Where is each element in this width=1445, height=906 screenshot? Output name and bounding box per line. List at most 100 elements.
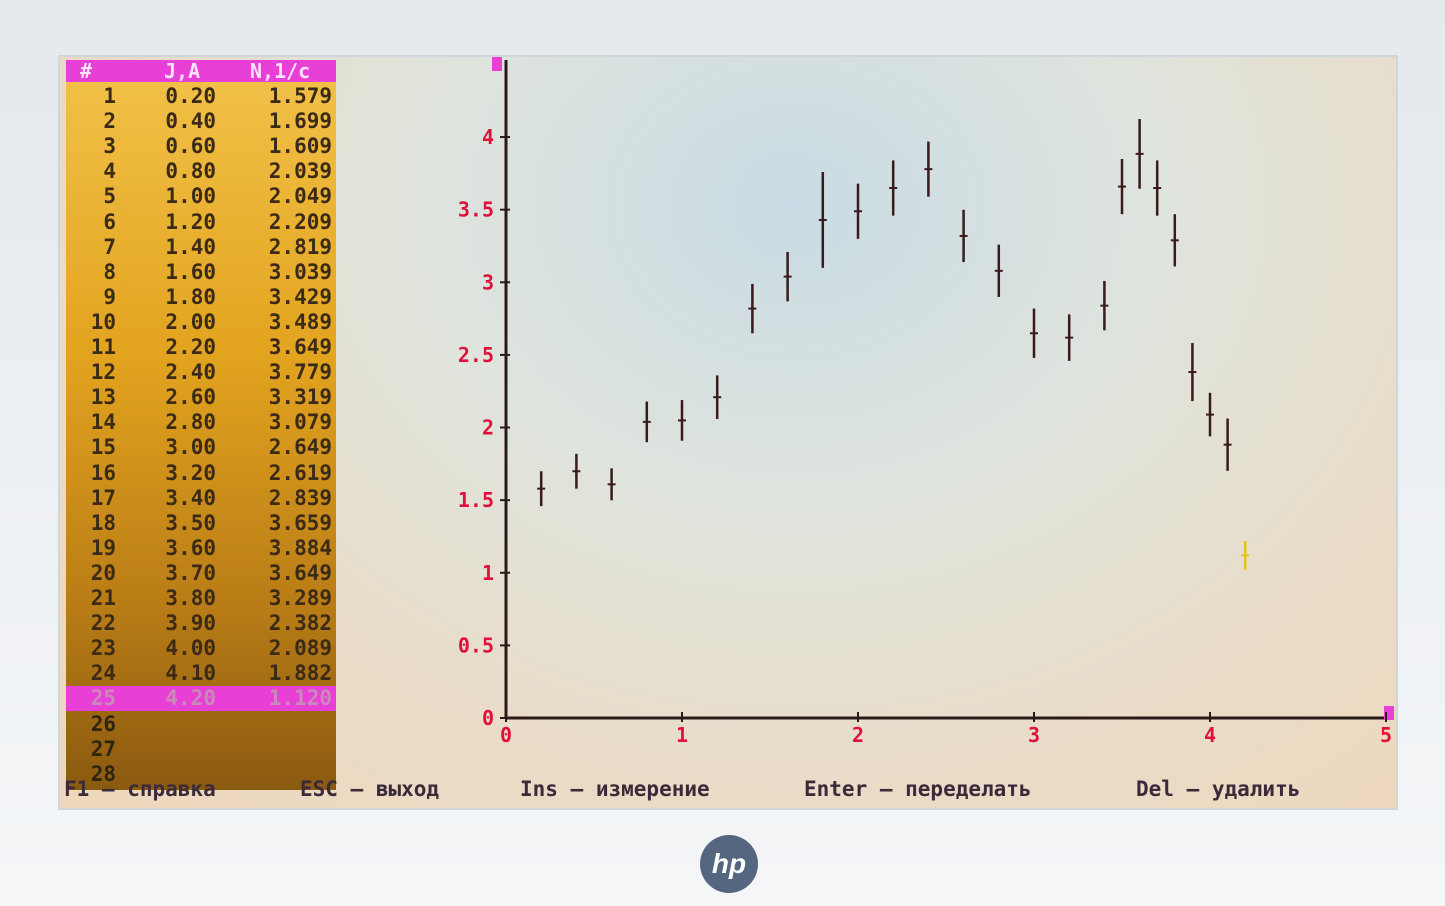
table-row[interactable]: 12 2.40 3.779 [66, 360, 336, 385]
table-row[interactable]: 22 3.90 2.382 [66, 611, 336, 636]
terminal-screen: # J,A N,1/c 1 0.20 1.579 2 0.40 1.699 3 0.60 1.6… [58, 55, 1398, 810]
row-rate: 3.429 [268, 284, 332, 309]
row-number: 3 [103, 134, 116, 159]
row-number: 13 [90, 385, 116, 410]
row-number: 14 [90, 410, 116, 435]
plot-area: 0 1 2 3 4 5 0 0.5 1 1.5 2 2.5 3 3.5 4 [428, 55, 1398, 755]
table-row[interactable]: 27 [66, 737, 336, 762]
row-number: 12 [90, 360, 116, 385]
row-current: 3.60 [165, 535, 216, 560]
row-rate: 1.882 [268, 661, 332, 686]
table-row[interactable]: 1 0.20 1.579 [66, 84, 336, 109]
row-number: 10 [90, 309, 116, 334]
row-number: 4 [103, 159, 116, 184]
row-number: 21 [90, 586, 116, 610]
row-number: 7 [103, 234, 116, 259]
table-row[interactable]: 5 1.00 2.049 [66, 184, 336, 209]
row-rate: 2.619 [268, 460, 332, 485]
table-row[interactable]: 11 2.20 3.649 [66, 335, 336, 360]
table-header: # J,A N,1/c [66, 60, 336, 82]
row-current: 1.40 [165, 234, 216, 259]
table-row[interactable]: 18 3.50 3.659 [66, 511, 336, 536]
table-row[interactable]: 14 2.80 3.079 [66, 410, 336, 435]
row-rate: 3.779 [268, 360, 332, 385]
row-number: 16 [90, 460, 116, 485]
table-row[interactable]: 17 3.40 2.839 [66, 486, 336, 511]
table-row[interactable]: 10 2.00 3.489 [66, 310, 336, 335]
row-rate: 3.649 [268, 560, 332, 585]
row-rate: 1.699 [268, 109, 332, 134]
table-row[interactable]: 28 [66, 762, 336, 787]
row-number: 18 [90, 510, 116, 535]
table-row-selected[interactable]: 25 4.20 1.120 [66, 686, 336, 712]
y-tick-label: 0.5 [458, 633, 494, 657]
x-axis-cursor-marker [1384, 706, 1394, 720]
table-row[interactable]: 19 3.60 3.884 [66, 536, 336, 561]
y-tick-label: 0 [482, 706, 494, 730]
table-row[interactable]: 7 1.40 2.819 [66, 235, 336, 260]
row-rate: 2.039 [268, 159, 332, 184]
status-ins-measure[interactable]: Ins – измерение [520, 777, 710, 801]
table-row[interactable]: 4 0.80 2.039 [66, 159, 336, 184]
header-current: J,A [164, 59, 201, 83]
row-current: 1.60 [165, 259, 216, 284]
row-current: 3.80 [165, 586, 216, 610]
row-number: 20 [90, 560, 116, 585]
row-current: 1.20 [165, 209, 216, 234]
row-current: 2.20 [165, 335, 216, 359]
row-rate: 2.209 [268, 209, 332, 234]
y-tick-label: 2.5 [458, 343, 494, 367]
table-row[interactable]: 20 3.70 3.649 [66, 561, 336, 586]
y-axis-cursor-marker [492, 57, 502, 71]
status-f1-help[interactable]: F1 – справка [64, 777, 216, 801]
row-current: 3.00 [165, 435, 216, 460]
row-number: 26 [90, 711, 116, 736]
row-current: 2.00 [165, 309, 216, 334]
row-number: 23 [90, 636, 116, 661]
table-row[interactable]: 24 4.10 1.882 [66, 661, 336, 686]
row-current: 2.40 [165, 360, 216, 385]
y-tick-label: 3 [482, 270, 494, 294]
row-current: 0.40 [165, 109, 216, 134]
table-row[interactable]: 8 1.60 3.039 [66, 260, 336, 285]
status-esc-exit[interactable]: ESC – выход [300, 777, 440, 801]
table-row[interactable]: 26 [66, 712, 336, 737]
table-row[interactable]: 2 0.40 1.699 [66, 109, 336, 134]
row-number: 17 [90, 485, 116, 510]
hp-logo: hp [700, 835, 758, 893]
row-number: 19 [90, 535, 116, 560]
status-enter-redo[interactable]: Enter – переделать [804, 777, 1032, 801]
row-current: 3.70 [165, 560, 216, 585]
table-row[interactable]: 23 4.00 2.089 [66, 636, 336, 661]
table-row[interactable]: 3 0.60 1.609 [66, 134, 336, 159]
row-rate: 2.649 [268, 435, 332, 460]
row-current: 0.60 [165, 134, 216, 159]
row-rate: 3.319 [268, 385, 332, 410]
status-del-delete[interactable]: Del – удалить [1136, 777, 1301, 801]
row-number: 24 [90, 661, 116, 686]
row-number: 28 [90, 761, 116, 786]
y-tick-label: 1 [482, 561, 494, 585]
row-number: 22 [90, 611, 116, 636]
y-tick-label: 4 [482, 125, 494, 149]
row-number: 1 [103, 84, 116, 108]
x-tick-label: 4 [1204, 723, 1216, 747]
header-num: # [80, 59, 93, 83]
table-row[interactable]: 21 3.80 3.289 [66, 586, 336, 611]
row-rate: 3.659 [268, 510, 332, 535]
row-rate: 3.649 [268, 335, 332, 359]
row-number: 6 [103, 209, 116, 234]
y-tick-label: 2 [482, 416, 494, 440]
table-row[interactable]: 16 3.20 2.619 [66, 461, 336, 486]
y-tick-label: 3.5 [458, 198, 494, 222]
row-current: 4.00 [165, 636, 216, 661]
row-current: 2.80 [165, 410, 216, 435]
table-row[interactable]: 13 2.60 3.319 [66, 385, 336, 410]
table-row[interactable]: 9 1.80 3.429 [66, 285, 336, 310]
x-tick-label: 1 [676, 723, 688, 747]
row-current: 3.20 [165, 460, 216, 485]
table-row[interactable]: 15 3.00 2.649 [66, 435, 336, 460]
table-row[interactable]: 6 1.20 2.209 [66, 210, 336, 235]
row-rate: 3.289 [268, 586, 332, 610]
row-number: 5 [103, 184, 116, 209]
